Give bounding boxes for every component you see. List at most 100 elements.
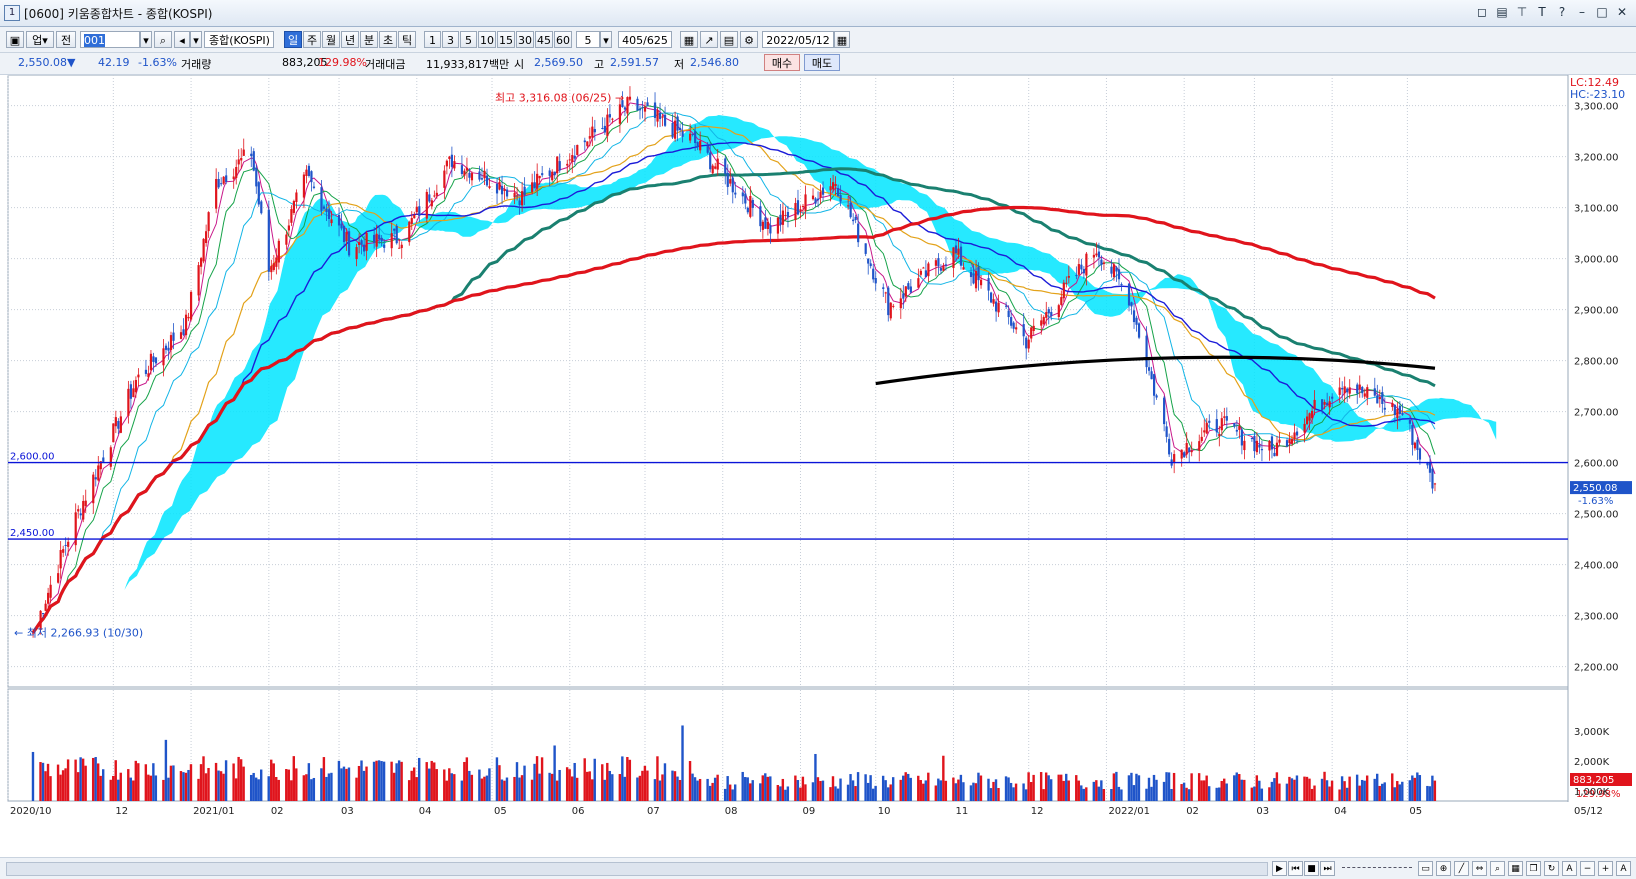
volume-bar	[337, 760, 341, 801]
code-dropdown-icon[interactable]: ▾	[140, 31, 152, 48]
volume-bar	[726, 776, 729, 801]
kospi-chart[interactable]: 2,600.00 2,450.00 최고 3,316.08 (06/25) → ← 최…	[0, 74, 1636, 857]
y-tick-label: 2,800.00	[1574, 357, 1619, 368]
y-tick-label: 3,000.00	[1574, 255, 1619, 266]
candle-body	[989, 292, 993, 303]
chart-type-icon[interactable]: ▦	[680, 31, 698, 48]
code-input[interactable]: 001	[80, 31, 140, 48]
zoom-mode-icon[interactable]: ▭	[1418, 861, 1433, 876]
period-second[interactable]: 초	[379, 31, 397, 48]
volume-value: 883,205	[282, 56, 328, 69]
volume-bar	[450, 773, 453, 801]
period-minute[interactable]: 분	[360, 31, 378, 48]
maximize-icon[interactable]: □	[1596, 5, 1608, 19]
measure-icon[interactable]: ⇔	[1472, 861, 1487, 876]
restore-icon[interactable]: ◻	[1477, 5, 1487, 19]
interval-45[interactable]: 45	[535, 31, 553, 48]
layout-icon[interactable]: ▣	[6, 31, 24, 48]
candle-body	[1022, 324, 1025, 337]
sell-button[interactable]: 매도	[804, 54, 840, 71]
candle-body	[917, 278, 920, 288]
interval-5[interactable]: 5	[460, 31, 477, 48]
candle-body	[658, 112, 662, 119]
save-icon[interactable]: ▤	[1496, 5, 1508, 19]
volume-bar	[606, 762, 609, 801]
arrange-icon[interactable]: ▦	[1508, 861, 1523, 876]
horizontal-scrollbar[interactable]	[6, 862, 1268, 876]
candle-body	[995, 301, 998, 312]
scroll-right-icon[interactable]: ▶	[1272, 861, 1287, 876]
stock-menu-icon[interactable]: ▾	[190, 31, 202, 48]
candle-body	[814, 198, 817, 204]
volume-bar	[1273, 778, 1276, 801]
minimize-icon[interactable]: –	[1579, 5, 1585, 19]
candle-body	[498, 182, 501, 190]
zoom-slider[interactable]	[1342, 867, 1412, 868]
magnifier-icon[interactable]: ⌕	[1490, 861, 1505, 876]
pin-icon[interactable]: ⊤	[1516, 5, 1528, 19]
period-tick[interactable]: 틱	[398, 31, 416, 48]
zoom-out-icon[interactable]: −	[1580, 861, 1595, 876]
scope-button[interactable]: 전	[56, 31, 76, 48]
interval-3[interactable]: 3	[442, 31, 459, 48]
x-tick-label: 05	[1409, 806, 1422, 817]
interval-15[interactable]: 15	[497, 31, 515, 48]
interval-value-input[interactable]: 5	[576, 31, 600, 48]
crosshair-icon[interactable]: ⊕	[1436, 861, 1451, 876]
candle-body	[1243, 440, 1246, 451]
volume-bar	[678, 779, 682, 801]
candle-body	[390, 233, 393, 249]
candle-body	[360, 240, 363, 245]
font-icon[interactable]: T	[1538, 5, 1546, 19]
volume-bar	[628, 759, 632, 801]
volume-bar	[433, 762, 436, 801]
interval-1[interactable]: 1	[424, 31, 441, 48]
period-year[interactable]: 년	[341, 31, 359, 48]
interval-60[interactable]: 60	[554, 31, 572, 48]
save-chart-icon[interactable]: ▤	[720, 31, 738, 48]
period-month[interactable]: 월	[322, 31, 340, 48]
interval-10[interactable]: 10	[478, 31, 496, 48]
candle-body	[531, 182, 534, 192]
search-icon[interactable]: ⌕	[154, 31, 172, 48]
interval-dropdown-icon[interactable]: ▾	[600, 31, 612, 48]
window-number-badge[interactable]: 1	[4, 5, 20, 21]
period-day[interactable]: 일	[284, 31, 302, 48]
candle-body	[144, 369, 148, 374]
last-page-icon[interactable]: ⏭	[1320, 861, 1335, 876]
first-page-icon[interactable]: ⏮	[1288, 861, 1303, 876]
volume-bar	[307, 763, 311, 801]
stop-icon[interactable]: ■	[1304, 861, 1319, 876]
zoom-in-icon[interactable]: +	[1598, 861, 1613, 876]
copy-icon[interactable]: ❐	[1526, 861, 1541, 876]
volume-bar	[681, 725, 684, 801]
market-select[interactable]: 업▾	[26, 31, 54, 48]
refresh-icon[interactable]: ↻	[1544, 861, 1559, 876]
candle-body	[515, 195, 519, 197]
help-icon[interactable]: ?	[1558, 5, 1566, 19]
candle-body	[1310, 410, 1314, 419]
candle-body	[94, 477, 97, 480]
calendar-icon[interactable]: ▦	[834, 31, 850, 48]
candle-body	[621, 100, 624, 108]
lc-value: LC:12.49	[1570, 76, 1619, 89]
volume-bar	[152, 763, 155, 801]
font-size-icon[interactable]: A	[1616, 861, 1631, 876]
volume-bar	[277, 779, 280, 801]
period-week[interactable]: 주	[303, 31, 321, 48]
close-icon[interactable]: ✕	[1616, 5, 1628, 19]
prev-stock-icon[interactable]: ◂	[174, 31, 190, 48]
interval-30[interactable]: 30	[516, 31, 534, 48]
indicator-icon[interactable]: ↗	[700, 31, 718, 48]
chart-area[interactable]: 2,600.00 2,450.00 최고 3,316.08 (06/25) → ← 최…	[0, 74, 1636, 857]
candle-body	[375, 233, 378, 247]
settings-gear-icon[interactable]: ⚙	[740, 31, 758, 48]
candle-body	[1185, 443, 1188, 455]
date-input[interactable]: 2022/05/12	[762, 31, 834, 48]
draw-line-icon[interactable]: ╱	[1454, 861, 1469, 876]
candle-body	[1328, 401, 1331, 408]
low-value: 2,546.80	[690, 56, 739, 69]
buy-button[interactable]: 매수	[764, 54, 800, 71]
text-icon[interactable]: A	[1562, 861, 1577, 876]
volume-bar	[1233, 775, 1236, 801]
